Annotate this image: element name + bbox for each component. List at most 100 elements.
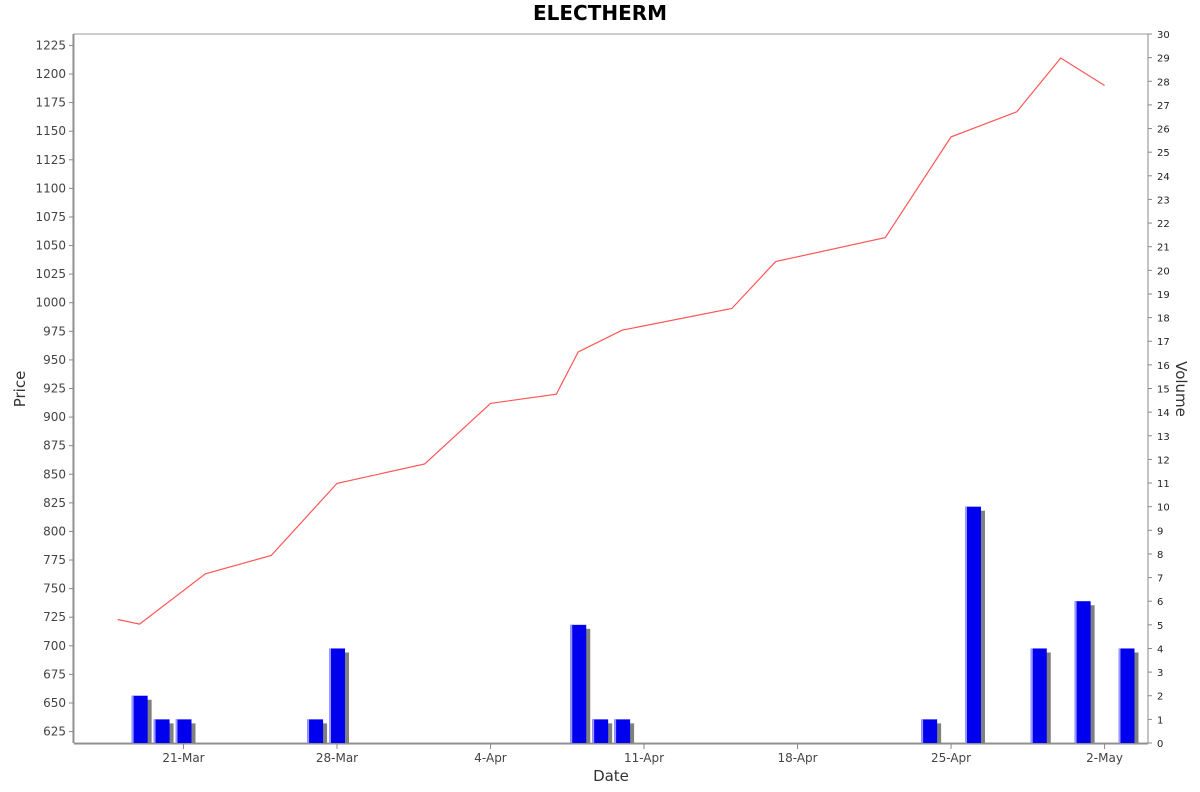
volume-tick-label: 19 (1157, 290, 1170, 301)
volume-tick-label: 3 (1157, 668, 1163, 679)
volume-bar-highlight (570, 624, 573, 743)
volume-bar (964, 506, 981, 743)
volume-bar-highlight (329, 648, 332, 743)
volume-bar-highlight (592, 719, 595, 743)
volume-bar (921, 719, 938, 743)
volume-bar (131, 695, 148, 743)
price-tick-label: 1150 (35, 124, 66, 138)
volume-tick-label: 1 (1157, 715, 1163, 726)
volume-bar-highlight (1118, 648, 1121, 743)
volume-tick-label: 4 (1157, 644, 1163, 655)
volume-tick-label: 18 (1157, 314, 1170, 325)
volume-tick-label: 11 (1157, 479, 1170, 490)
volume-bar-highlight (1074, 601, 1077, 743)
price-axis: 625 650 675 700 725 750 775 800 825 850 875 900 925 9… (35, 34, 74, 743)
date-tick-label: 11-Apr (624, 751, 664, 765)
volume-bar (614, 719, 631, 743)
volume-tick-label: 16 (1157, 361, 1170, 372)
volume-tick-label: 7 (1157, 574, 1163, 585)
price-tick-label: 1050 (35, 239, 66, 253)
price-tick-label: 725 (43, 610, 66, 624)
volume-bar-highlight (921, 719, 924, 743)
volume-tick-label: 28 (1157, 77, 1170, 88)
volume-tick-label: 25 (1157, 148, 1170, 159)
price-tick-label: 1100 (35, 181, 66, 195)
volume-tick-label: 14 (1157, 408, 1170, 419)
date-tick-label: 21-Mar (162, 751, 204, 765)
price-tick-label: 800 (43, 524, 66, 538)
volume-tick-label: 6 (1157, 597, 1163, 608)
volume-tick-label: 29 (1157, 54, 1170, 65)
price-tick-label: 700 (43, 639, 66, 653)
volume-bar (1118, 648, 1135, 743)
date-axis: 21-Mar 28-Mar 4-Apr 11-Apr 18-Apr 25-Apr 2-May (74, 743, 1148, 765)
volume-bar-highlight (614, 719, 617, 743)
volume-tick-label: 15 (1157, 385, 1170, 396)
volume-bar-highlight (964, 506, 967, 743)
price-tick-label: 1200 (35, 67, 66, 81)
volume-tick-label: 8 (1157, 550, 1163, 561)
volume-tick-label: 9 (1157, 526, 1163, 537)
price-tick-label: 1025 (35, 267, 66, 281)
price-tick-label: 1225 (35, 38, 66, 52)
volume-tick-label: 30 (1157, 30, 1170, 41)
volume-tick-label: 24 (1157, 172, 1170, 183)
volume-bar-highlight (153, 719, 156, 743)
price-tick-label: 925 (43, 382, 66, 396)
price-tick-label: 625 (43, 725, 66, 739)
volume-tick-label: 10 (1157, 503, 1170, 514)
volume-bar-highlight (131, 695, 134, 743)
volume-bar (307, 719, 324, 743)
volume-tick-label: 2 (1157, 692, 1163, 703)
date-tick-label: 4-Apr (474, 751, 507, 765)
volume-tick-label: 13 (1157, 432, 1170, 443)
price-tick-label: 975 (43, 324, 66, 338)
volume-tick-label: 5 (1157, 621, 1163, 632)
price-tick-label: 850 (43, 467, 66, 481)
y2-axis-label: Volume (1172, 361, 1190, 417)
volume-bar-highlight (175, 719, 178, 743)
price-tick-label: 1125 (35, 153, 66, 167)
price-tick-label: 825 (43, 496, 66, 510)
price-tick-label: 875 (43, 439, 66, 453)
price-tick-label: 1175 (35, 96, 66, 110)
volume-bar-highlight (1030, 648, 1033, 743)
price-tick-label: 900 (43, 410, 66, 424)
price-tick-label: 950 (43, 353, 66, 367)
volume-bar (153, 719, 170, 743)
volume-axis: 0123456789101112131415161718192021222324… (1147, 30, 1170, 750)
price-line (117, 57, 1105, 625)
volume-bar (175, 719, 192, 743)
y-axis-label: Price (11, 371, 29, 408)
volume-tick-label: 0 (1157, 739, 1163, 750)
chart-title: ELECTHERM (533, 1, 667, 25)
date-tick-label: 25-Apr (931, 751, 971, 765)
volume-tick-label: 26 (1157, 125, 1170, 136)
price-tick-label: 775 (43, 553, 66, 567)
volume-tick-label: 20 (1157, 266, 1170, 277)
price-tick-label: 1000 (35, 296, 66, 310)
x-axis-label: Date (593, 767, 629, 785)
volume-bar (1030, 648, 1047, 743)
price-tick-label: 675 (43, 667, 66, 681)
price-tick-label: 750 (43, 582, 66, 596)
volume-tick-label: 22 (1157, 219, 1170, 230)
price-tick-label: 650 (43, 696, 66, 710)
volume-bar (329, 648, 346, 743)
volume-tick-label: 23 (1157, 195, 1170, 206)
volume-bar-highlight (307, 719, 310, 743)
date-tick-label: 2-May (1086, 751, 1123, 765)
volume-bar (592, 719, 609, 743)
volume-bars (131, 506, 1139, 743)
date-tick-label: 18-Apr (777, 751, 817, 765)
volume-tick-label: 12 (1157, 455, 1170, 466)
volume-tick-label: 21 (1157, 243, 1170, 254)
volume-tick-label: 27 (1157, 101, 1170, 112)
date-tick-label: 28-Mar (316, 751, 358, 765)
volume-tick-label: 17 (1157, 337, 1170, 348)
price-tick-label: 1075 (35, 210, 66, 224)
plot-area (73, 33, 1149, 744)
volume-bar (570, 624, 587, 743)
volume-bar (1074, 601, 1091, 743)
price-line-group (117, 57, 1105, 625)
